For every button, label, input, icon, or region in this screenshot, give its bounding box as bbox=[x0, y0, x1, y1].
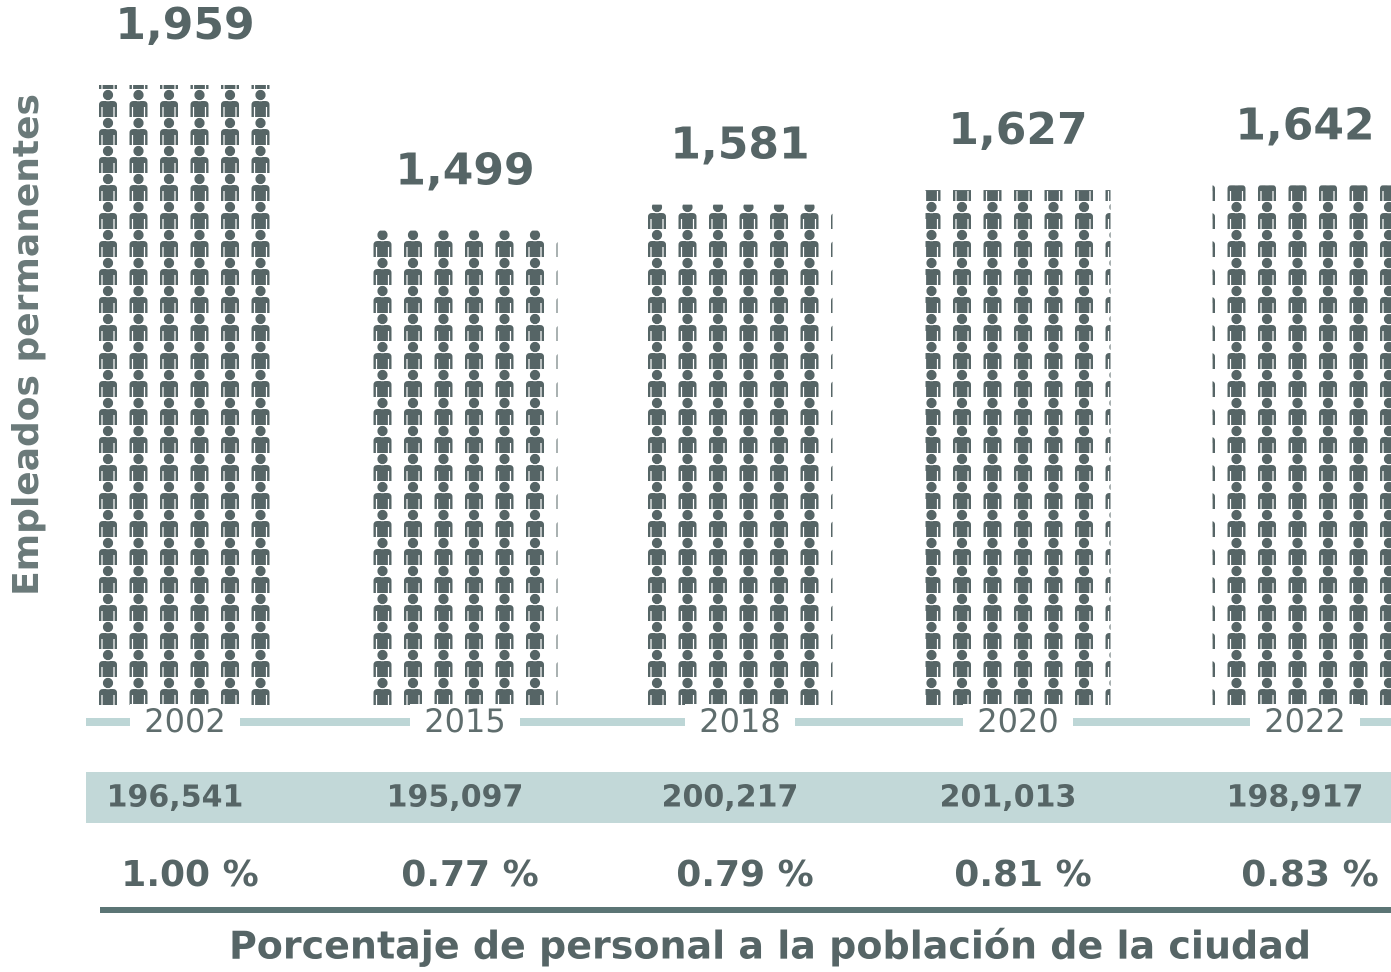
x-tick-label: 2020 bbox=[977, 702, 1058, 740]
value-label: 1,627 bbox=[948, 104, 1087, 155]
x-axis-label: Porcentaje de personal a la población de… bbox=[229, 924, 1311, 968]
people-column bbox=[92, 85, 278, 705]
year-bg bbox=[130, 704, 240, 740]
value-label: 1,642 bbox=[1235, 99, 1374, 150]
x-tick-label: 2022 bbox=[1264, 702, 1345, 740]
percentage-label: 0.81 % bbox=[954, 854, 1091, 895]
x-tick-label: 2002 bbox=[144, 702, 225, 740]
percentage-label: 1.00 % bbox=[121, 854, 258, 895]
percentage-label: 0.77 % bbox=[401, 854, 538, 895]
percentage-label: 0.83 % bbox=[1241, 854, 1378, 895]
people-column bbox=[647, 204, 833, 706]
population-label: 198,917 bbox=[1227, 780, 1364, 815]
value-label: 1,499 bbox=[395, 145, 534, 196]
y-axis-label: Empleados permanentes bbox=[6, 94, 47, 596]
year-bg bbox=[963, 704, 1073, 740]
population-label: 196,541 bbox=[107, 780, 244, 815]
value-label: 1,581 bbox=[670, 119, 809, 170]
people-column bbox=[925, 190, 1111, 705]
population-label: 195,097 bbox=[387, 780, 524, 815]
value-label: 1,959 bbox=[115, 0, 254, 50]
x-tick-label: 2018 bbox=[699, 702, 780, 740]
population-label: 201,013 bbox=[940, 780, 1077, 815]
population-band bbox=[86, 772, 1391, 823]
year-bg bbox=[1250, 704, 1360, 740]
population-label: 200,217 bbox=[662, 780, 799, 815]
percentage-label: 0.79 % bbox=[676, 854, 813, 895]
year-bg bbox=[685, 704, 795, 740]
year-bg bbox=[410, 704, 520, 740]
people-column bbox=[1212, 185, 1391, 706]
people-column bbox=[372, 230, 558, 706]
x-tick-label: 2015 bbox=[424, 702, 505, 740]
